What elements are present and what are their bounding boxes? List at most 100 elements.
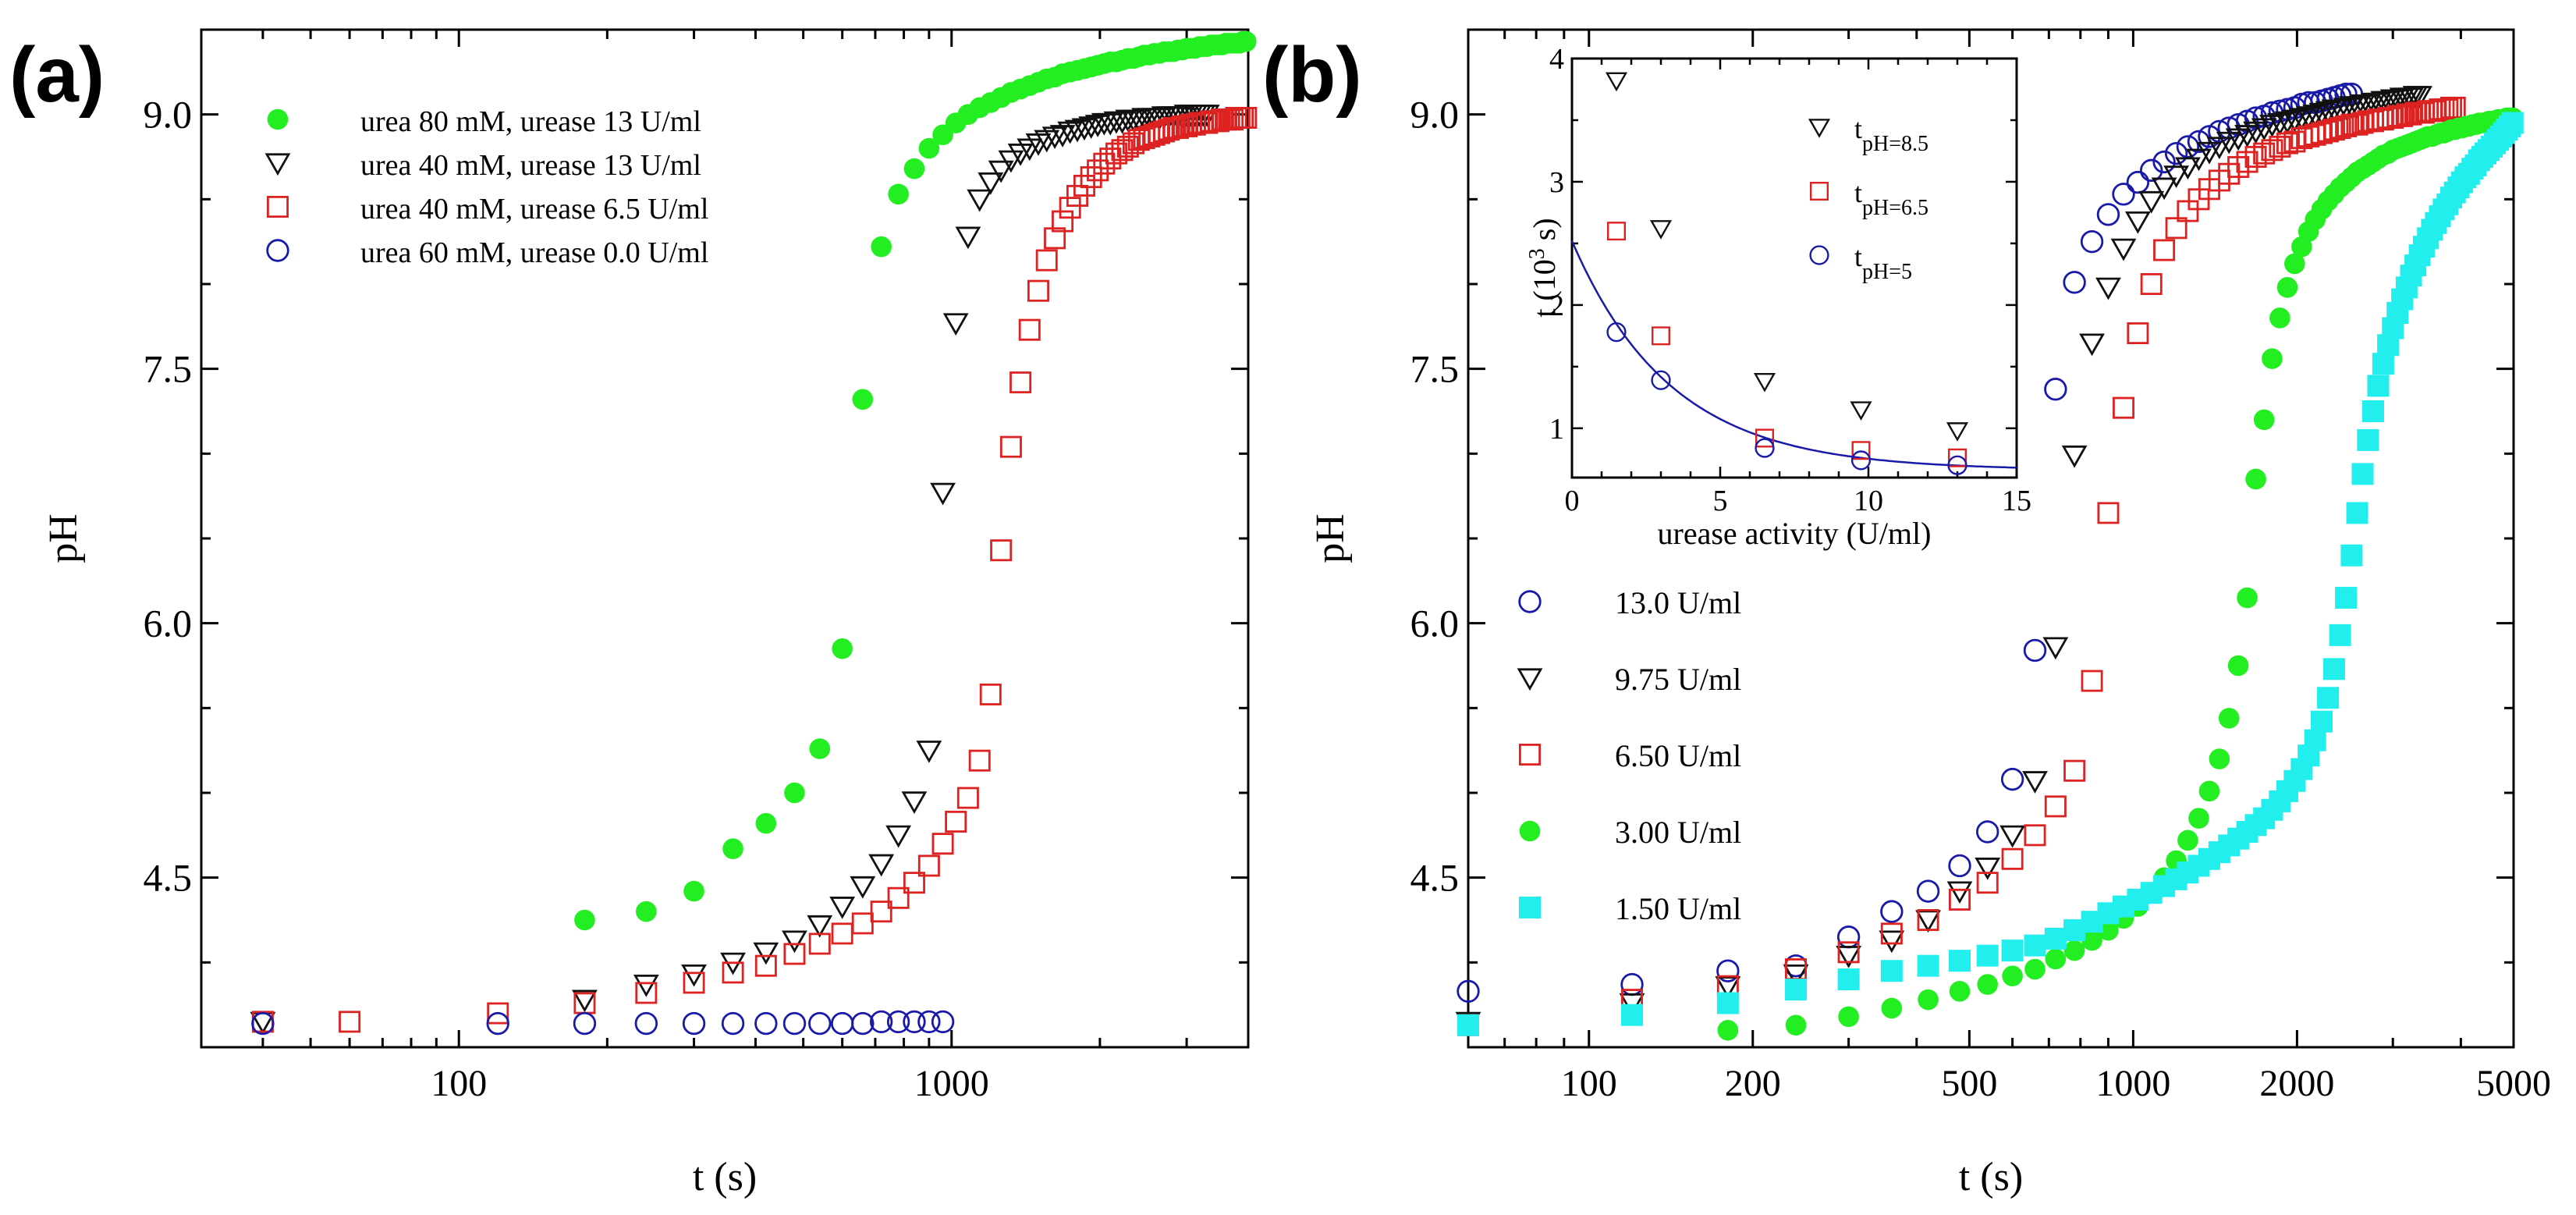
inset-x-tick-label: 0 bbox=[1565, 485, 1580, 517]
data-point-s2 bbox=[917, 854, 940, 877]
data-point-s1 bbox=[1915, 910, 1941, 933]
legend-marker-3 bbox=[266, 239, 289, 262]
data-point-s1 bbox=[1078, 116, 1105, 140]
inset-y-tick-label: 1 bbox=[1549, 413, 1564, 446]
data-point-s3 bbox=[2063, 940, 2085, 961]
data-point-s2 bbox=[783, 943, 806, 965]
data-point-s3 bbox=[2245, 468, 2266, 490]
data-point-s3 bbox=[1881, 997, 1903, 1019]
data-point-s1 bbox=[2095, 277, 2121, 300]
data-point-s3 bbox=[2081, 929, 2102, 951]
data-point-s1 bbox=[1041, 126, 1068, 150]
data-point-s1 bbox=[2174, 157, 2201, 180]
data-point-s1 bbox=[2206, 137, 2233, 160]
data-point-s1 bbox=[1836, 946, 1862, 968]
data-point-s2 bbox=[2127, 322, 2149, 345]
data-point-s2 bbox=[1099, 147, 1122, 170]
inset-data-point-s0 bbox=[1946, 422, 1969, 442]
data-point-s4 bbox=[1917, 954, 1939, 977]
data-point-s0 bbox=[2140, 158, 2163, 183]
y-tick-label: 6.0 bbox=[1410, 602, 1460, 645]
data-point-s3 bbox=[903, 1010, 926, 1034]
data-point-s1 bbox=[2151, 177, 2177, 201]
data-point-s3 bbox=[486, 1011, 509, 1036]
data-point-s1 bbox=[978, 172, 1004, 195]
y-tick-label: 4.5 bbox=[144, 856, 193, 900]
data-point-s1 bbox=[1109, 111, 1135, 134]
data-point-s2 bbox=[2317, 120, 2340, 143]
data-point-s1 bbox=[2302, 105, 2329, 127]
data-point-s2 bbox=[2244, 145, 2267, 168]
data-point-s2 bbox=[1917, 909, 1939, 932]
data-point-s0 bbox=[1975, 820, 1999, 844]
data-point-s3 bbox=[573, 1011, 597, 1036]
legend-marker-1 bbox=[1517, 668, 1543, 691]
data-point-s2 bbox=[979, 683, 1002, 705]
y-tick-label: 6.0 bbox=[144, 602, 193, 645]
data-point-s2 bbox=[1009, 371, 1032, 394]
y-tick-label: 9.0 bbox=[1410, 93, 1460, 137]
data-point-s1 bbox=[2186, 148, 2212, 172]
data-point-s1 bbox=[2196, 141, 2223, 165]
inset-data-point-s1 bbox=[1947, 448, 1967, 467]
data-point-s1 bbox=[1084, 115, 1111, 137]
panel-a-frame bbox=[200, 28, 1250, 1049]
data-point-s2 bbox=[2081, 670, 2103, 692]
x-tick-label: 1000 bbox=[914, 1063, 989, 1104]
data-point-s1 bbox=[2266, 112, 2293, 136]
data-point-s1 bbox=[1064, 119, 1091, 143]
data-point-s4 bbox=[2322, 658, 2345, 680]
data-point-s0 bbox=[1716, 959, 1740, 982]
inset-legend-marker-1 bbox=[1809, 181, 1829, 201]
data-point-s0 bbox=[784, 782, 805, 804]
data-point-s2 bbox=[2269, 135, 2291, 158]
x-tick-label: 500 bbox=[1941, 1063, 1997, 1104]
inset-y-tick-label: 4 bbox=[1549, 43, 1564, 76]
data-point-s2 bbox=[722, 961, 744, 984]
data-point-s1 bbox=[1999, 825, 2026, 848]
data-point-s4 bbox=[1457, 1014, 1479, 1036]
data-point-s2 bbox=[1949, 888, 1971, 911]
data-point-s2 bbox=[870, 901, 892, 923]
data-point-s1 bbox=[2061, 445, 2088, 468]
data-point-s2 bbox=[2153, 239, 2176, 261]
data-point-s1 bbox=[2079, 333, 2105, 357]
data-point-s1 bbox=[850, 876, 876, 899]
data-point-s2 bbox=[2177, 200, 2199, 222]
data-point-s2 bbox=[487, 1002, 509, 1025]
data-point-s2 bbox=[1080, 166, 1102, 189]
data-point-s1 bbox=[1619, 993, 1645, 1016]
data-point-s2 bbox=[2311, 122, 2333, 144]
inset-legend-label-2: tpH=5 bbox=[1854, 241, 1912, 284]
data-point-s3 bbox=[2045, 948, 2067, 970]
data-point-s2 bbox=[1837, 941, 1860, 964]
data-point-s2 bbox=[903, 872, 925, 894]
panel-a-ticks: 100 1000 4.5 6.0 7.5 9.0 bbox=[144, 28, 1250, 1104]
data-point-s4 bbox=[1949, 950, 1971, 972]
data-point-s3 bbox=[1949, 980, 1971, 1002]
data-point-s0 bbox=[755, 812, 777, 834]
data-point-s2 bbox=[1035, 249, 1058, 272]
data-point-s3 bbox=[830, 1011, 854, 1036]
data-point-s1 bbox=[2274, 111, 2301, 134]
data-point-s2 bbox=[808, 933, 831, 955]
data-point-s2 bbox=[2329, 117, 2351, 140]
data-point-s2 bbox=[831, 922, 853, 945]
data-point-s2 bbox=[1976, 872, 1999, 894]
data-point-s1 bbox=[942, 313, 969, 336]
data-point-s2 bbox=[2165, 217, 2187, 240]
data-point-s0 bbox=[888, 183, 909, 205]
data-point-s1 bbox=[2138, 190, 2165, 214]
inset-y-tick-label: 2 bbox=[1549, 290, 1564, 322]
data-point-s4 bbox=[2372, 353, 2394, 375]
data-point-s2 bbox=[2044, 795, 2067, 818]
data-point-s0 bbox=[2063, 271, 2086, 294]
data-point-s2 bbox=[945, 810, 967, 833]
panel-a-legend: urea 80 mM, urease 13 U/ml urea 40 mM, ur… bbox=[264, 105, 708, 269]
data-point-s3 bbox=[2284, 253, 2305, 275]
data-point-s2 bbox=[1087, 159, 1109, 182]
data-point-s3 bbox=[2188, 808, 2209, 829]
data-point-s2 bbox=[2322, 119, 2345, 141]
data-point-s2 bbox=[2113, 396, 2135, 419]
inset-frame bbox=[1570, 57, 2018, 479]
